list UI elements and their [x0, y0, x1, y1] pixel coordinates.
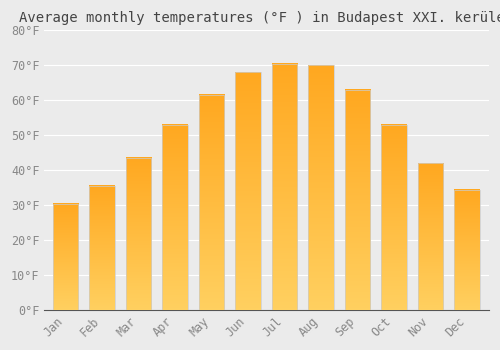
Bar: [53, 204, 78, 310]
Bar: [199, 95, 224, 310]
Bar: [272, 64, 297, 310]
Bar: [382, 125, 407, 310]
Bar: [126, 158, 152, 310]
Bar: [454, 190, 480, 310]
Bar: [308, 65, 334, 310]
Title: Average monthly temperatures (°F ) in Budapest XXI. kerület: Average monthly temperatures (°F ) in Bu…: [20, 11, 500, 25]
Bar: [162, 125, 188, 310]
Bar: [90, 186, 115, 310]
Bar: [345, 90, 370, 310]
Bar: [236, 72, 261, 310]
Bar: [418, 163, 444, 310]
